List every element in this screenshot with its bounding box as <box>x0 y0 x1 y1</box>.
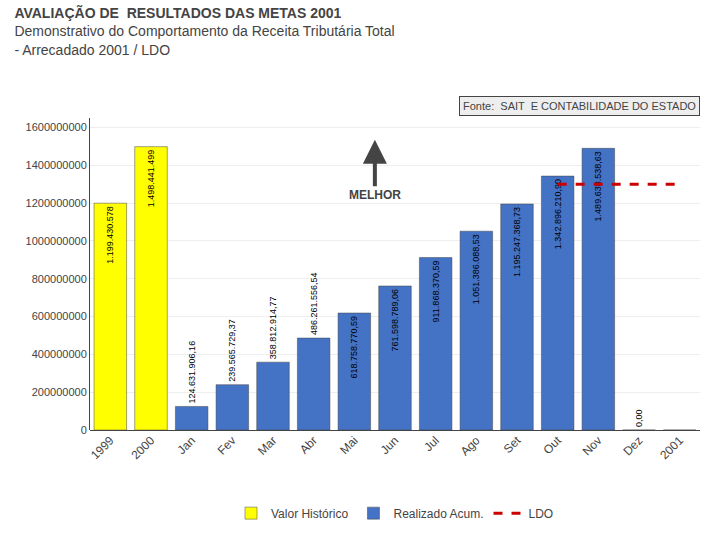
svg-text:200000000: 200000000 <box>32 386 87 398</box>
svg-text:Ago: Ago <box>458 433 483 458</box>
svg-text:1.199.430.578: 1.199.430.578 <box>105 206 115 264</box>
svg-text:911.868.370,59: 911.868.370,59 <box>431 261 441 323</box>
svg-text:0: 0 <box>81 424 87 436</box>
svg-text:1000000000: 1000000000 <box>26 235 87 247</box>
svg-text:1400000000: 1400000000 <box>26 159 87 171</box>
svg-text:Nov: Nov <box>580 433 605 458</box>
svg-text:1.489.638.538,63: 1.489.638.538,63 <box>593 151 603 221</box>
svg-text:800000000: 800000000 <box>32 273 87 285</box>
svg-text:600000000: 600000000 <box>32 310 87 322</box>
svg-text:Abr: Abr <box>297 433 320 456</box>
svg-text:1.051.386.088,53: 1.051.386.088,53 <box>471 234 481 304</box>
svg-text:1.498.441.499: 1.498.441.499 <box>146 150 156 208</box>
svg-text:1600000000: 1600000000 <box>26 121 87 133</box>
svg-text:2001: 2001 <box>657 433 686 462</box>
svg-text:Out: Out <box>540 433 564 457</box>
svg-text:486.261.556,54: 486.261.556,54 <box>309 272 319 335</box>
svg-text:1999: 1999 <box>88 433 117 462</box>
svg-text:761.598.789,06: 761.598.789,06 <box>390 289 400 352</box>
svg-text:0,00: 0,00 <box>634 409 644 427</box>
svg-text:Dez: Dez <box>620 433 645 458</box>
svg-text:Set: Set <box>501 433 524 456</box>
svg-text:Mai: Mai <box>337 433 361 457</box>
svg-text:239.565.729,37: 239.565.729,37 <box>227 319 237 382</box>
svg-text:LDO: LDO <box>529 507 554 521</box>
svg-text:618.758.770,59: 618.758.770,59 <box>349 316 359 379</box>
svg-text:AVALIAÇÃO DE RESULTADOS DAS M: AVALIAÇÃO DE RESULTADOS DAS METAS 2001De… <box>14 4 394 57</box>
svg-text:2000: 2000 <box>129 433 158 462</box>
svg-text:Jan: Jan <box>174 433 198 457</box>
svg-text:124.631.906,16: 124.631.906,16 <box>187 341 197 404</box>
svg-text:Fonte: SAIT E CONTABILIDADE: Fonte: SAIT E CONTABILIDADE DO ESTADO <box>463 100 696 112</box>
svg-text:1.342.896.210,90: 1.342.896.210,90 <box>553 179 563 249</box>
svg-text:1200000000: 1200000000 <box>26 197 87 209</box>
svg-text:Jul: Jul <box>421 433 442 454</box>
svg-text:Fev: Fev <box>215 433 239 457</box>
svg-text:Jun: Jun <box>378 433 402 457</box>
svg-text:MELHOR: MELHOR <box>349 188 401 202</box>
svg-text:Realizado Acum.: Realizado Acum. <box>393 507 483 521</box>
svg-text:1.195.247.368,73: 1.195.247.368,73 <box>512 207 522 277</box>
svg-text:Valor Histórico: Valor Histórico <box>271 507 348 521</box>
svg-text:Mar: Mar <box>255 433 280 458</box>
svg-text:358.812.914,77: 358.812.914,77 <box>268 297 278 360</box>
svg-text:400000000: 400000000 <box>32 348 87 360</box>
